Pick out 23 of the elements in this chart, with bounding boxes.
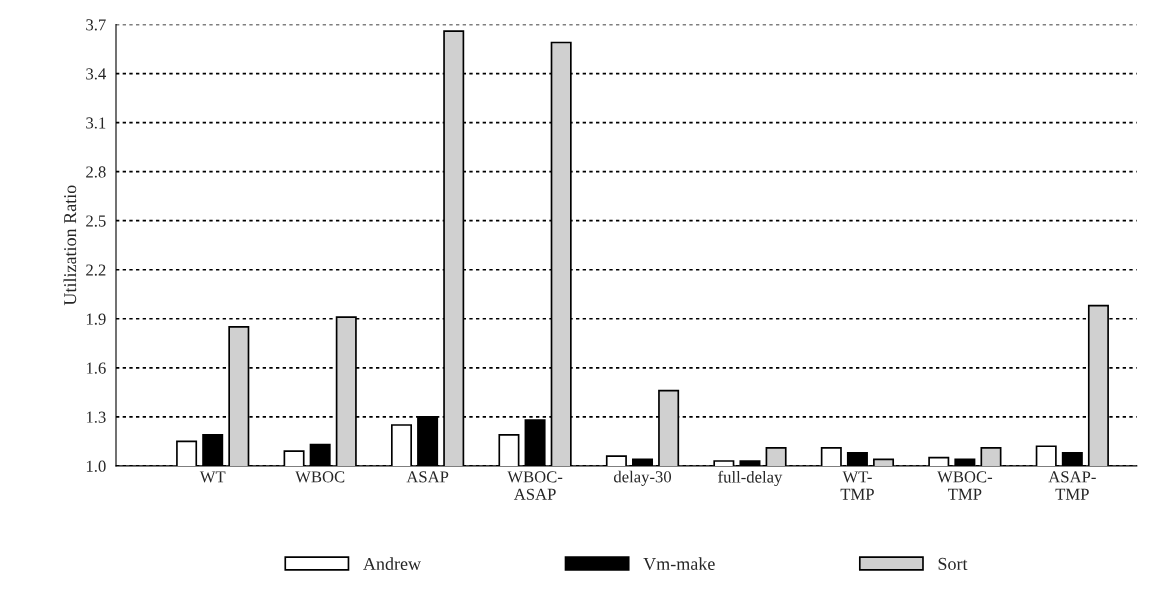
x-tick-label: WBOC- ASAP — [507, 471, 563, 500]
y-tick-label: 3.7 — [86, 19, 106, 31]
x-tick-label: WT- TMP — [840, 471, 874, 500]
x-tick-label: ASAP — [406, 471, 449, 483]
x-tick-label: full-delay — [718, 470, 783, 487]
y-tick-label: 3.1 — [86, 117, 106, 129]
legend-label: Andrew — [363, 557, 421, 570]
legend-label: Sort — [938, 557, 968, 570]
y-tick-label: 2.2 — [86, 264, 106, 276]
x-tick-label: WBOC — [295, 471, 345, 483]
y-tick-label: 1.3 — [86, 411, 106, 423]
x-tick-label: WT — [199, 471, 226, 483]
x-tick-label: ASAP- TMP — [1048, 471, 1096, 500]
y-tick-label: 2.8 — [86, 166, 106, 178]
y-tick-label: 1.0 — [86, 460, 106, 472]
x-tick-label: WBOC- TMP — [937, 471, 993, 500]
y-tick-label: 2.5 — [86, 215, 106, 227]
y-tick-label: 3.4 — [86, 68, 107, 80]
x-tick-label: delay-30 — [613, 470, 672, 486]
y-axis-title: Utilization Ratio — [63, 185, 77, 306]
y-tick-label: 1.9 — [86, 313, 106, 325]
y-tick-label: 1.6 — [86, 362, 106, 374]
legend-label: Vm-make — [643, 557, 715, 571]
